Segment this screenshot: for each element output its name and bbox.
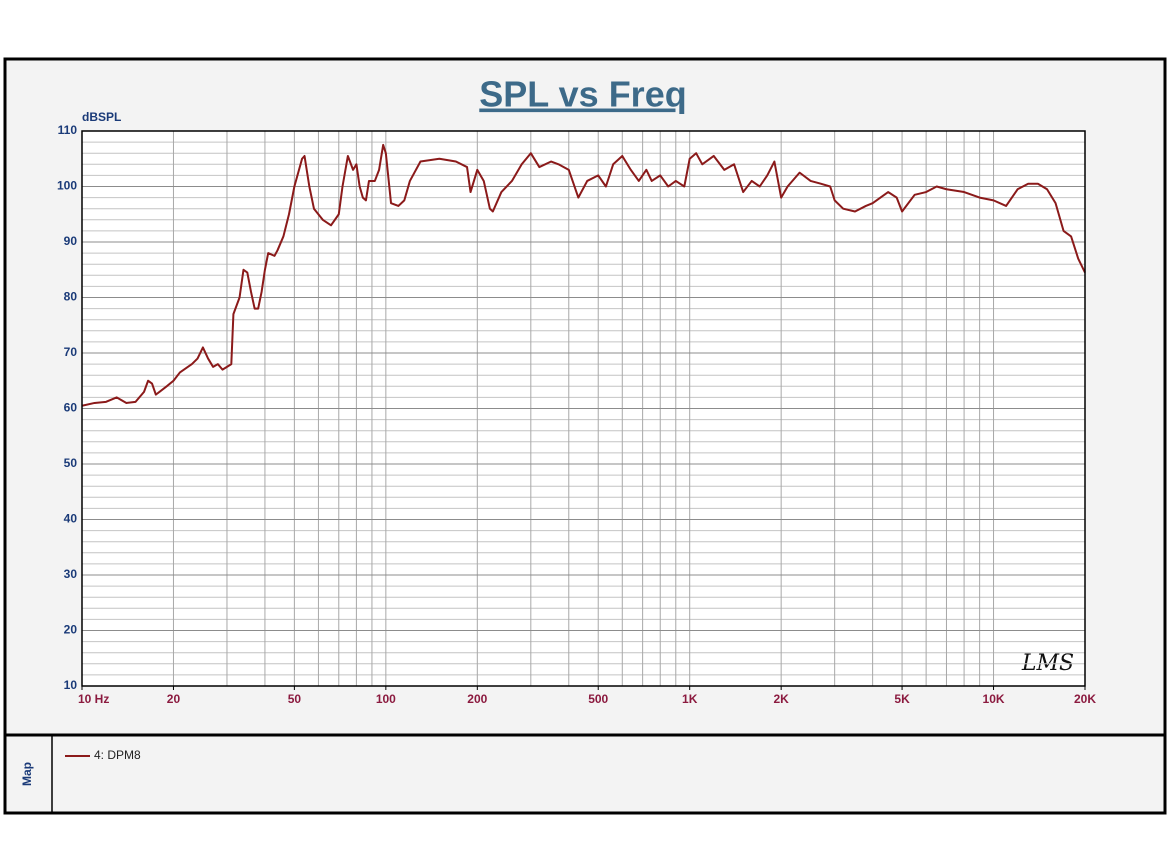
x-tick-label: 20K <box>1074 692 1096 706</box>
y-tick-label: 80 <box>64 290 78 304</box>
x-tick-label: 20 <box>167 692 181 706</box>
y-tick-label: 60 <box>64 401 78 415</box>
y-tick-label: 40 <box>64 512 78 526</box>
x-tick-label: 1K <box>682 692 698 706</box>
marks <box>81 143 1086 407</box>
x-tick-label: 50 <box>288 692 302 706</box>
x-tick-label: 2K <box>773 692 789 706</box>
x-tick-label: 100 <box>376 692 396 706</box>
y-tick-label: 20 <box>64 623 78 637</box>
x-tick-label: 10 Hz <box>78 692 109 706</box>
y-tick-label: 30 <box>64 567 78 581</box>
y-tick-label: 50 <box>64 456 78 470</box>
x-tick-label: 10K <box>983 692 1005 706</box>
y-tick-label: 10 <box>64 678 78 692</box>
legend-label: 4: DPM8 <box>94 748 141 762</box>
plot-border <box>81 130 1086 687</box>
x-tick-label: 5K <box>894 692 910 706</box>
data-line <box>81 143 1086 407</box>
y-tick-label: 70 <box>64 345 78 359</box>
x-tick-label: 200 <box>467 692 487 706</box>
x-tick-label: 500 <box>588 692 608 706</box>
y-tick-label: 110 <box>58 123 78 137</box>
y-axis-label: dBSPL <box>82 110 121 124</box>
grid <box>82 130 1085 687</box>
chart-title: SPL vs Freq <box>479 74 686 115</box>
panel-label: Map <box>20 762 34 786</box>
y-tick-label: 90 <box>64 234 78 248</box>
y-tick-label: 100 <box>57 179 77 193</box>
